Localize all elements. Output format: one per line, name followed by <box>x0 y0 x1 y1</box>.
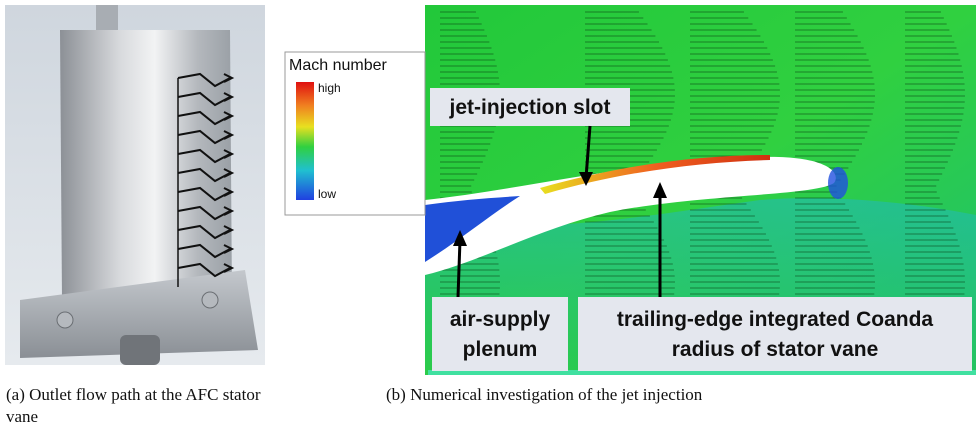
screw <box>57 312 73 328</box>
caption: (a) Outlet flow path at the AFC stator v… <box>6 384 268 428</box>
annotation: jet-injection slot <box>448 96 610 119</box>
screw <box>202 292 218 308</box>
color-bar <box>296 82 314 200</box>
legend-high: high <box>318 81 341 95</box>
annotation: plenum <box>463 338 538 361</box>
caption: (b) Numerical investigation of the jet i… <box>386 384 906 406</box>
stator-vane <box>60 30 232 300</box>
figure: Mach number high low jet-injection slot … <box>0 0 976 380</box>
pointer <box>458 240 460 297</box>
annotation: trailing-edge integrated Coanda <box>617 308 934 331</box>
base-bolt <box>120 335 160 365</box>
legend-title: Mach number <box>289 57 387 74</box>
annotation: air-supply <box>450 308 551 331</box>
page: Mach number high low jet-injection slot … <box>0 0 976 444</box>
legend-low: low <box>318 187 336 201</box>
annotation: radius of stator vane <box>672 338 879 361</box>
wake-core <box>828 167 848 199</box>
